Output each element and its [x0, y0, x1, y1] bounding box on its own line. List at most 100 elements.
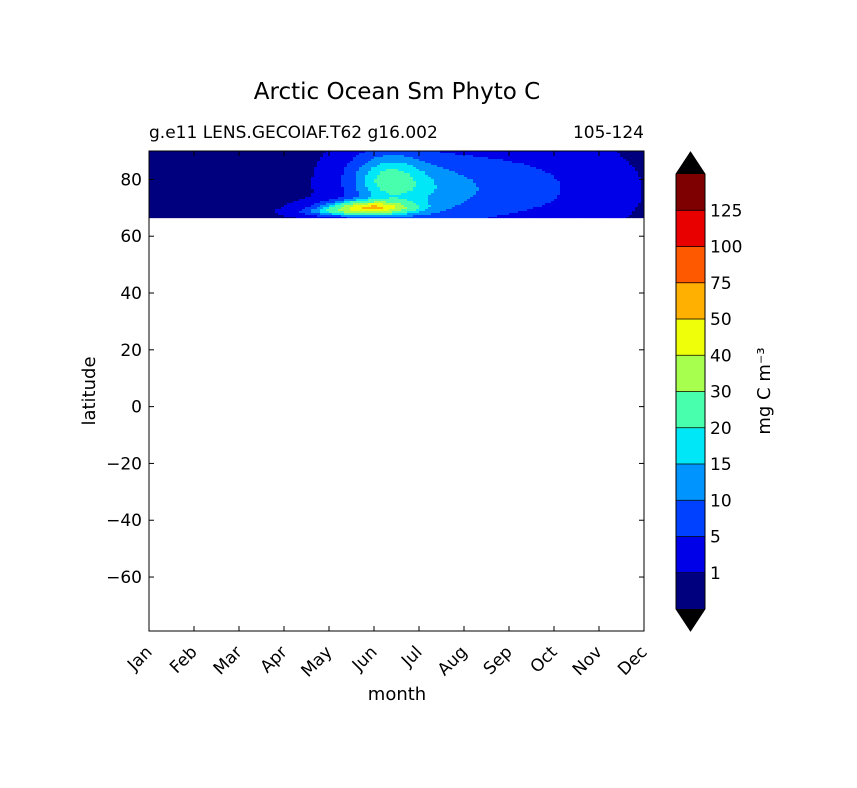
contour-cell-r28-c35	[254, 207, 258, 210]
contour-cell-r17-c117	[500, 185, 504, 188]
contour-cell-r3-c37	[260, 157, 264, 160]
contour-cell-r2-c41	[272, 155, 276, 158]
contour-cell-r29-c105	[464, 209, 468, 212]
contour-cell-r6-c91	[422, 163, 426, 166]
contour-cell-r21-c144	[581, 193, 585, 196]
contour-cell-r15-c60	[329, 181, 333, 184]
contour-cell-r29-c74	[371, 209, 375, 212]
contour-cell-r14-c149	[596, 179, 600, 182]
contour-cell-r2-c160	[629, 155, 633, 158]
contour-cell-r3-c144	[581, 157, 585, 160]
contour-cell-r29-c23	[218, 209, 222, 212]
contour-cell-r4-c125	[524, 159, 528, 162]
contour-cell-r4-c26	[227, 159, 231, 162]
contour-cell-r25-c94	[431, 201, 435, 204]
contour-cell-r21-c101	[452, 193, 456, 196]
contour-cell-r0-c124	[521, 151, 525, 154]
contour-cell-r15-c124	[521, 181, 525, 184]
contour-cell-r29-c114	[491, 209, 495, 212]
contour-cell-r5-c153	[608, 161, 612, 164]
contour-cell-r29-c48	[293, 209, 297, 212]
contour-cell-r21-c118	[503, 193, 507, 196]
contour-cell-r24-c41	[272, 199, 276, 202]
contour-cell-r5-c126	[527, 161, 531, 164]
contour-cell-r0-c113	[488, 151, 492, 154]
contour-cell-r11-c79	[386, 173, 390, 176]
contour-cell-r16-c153	[608, 183, 612, 186]
contour-cell-r18-c78	[383, 187, 387, 190]
contour-cell-r3-c121	[512, 157, 516, 160]
contour-cell-r23-c14	[191, 197, 195, 200]
contour-cell-r21-c122	[515, 193, 519, 196]
contour-cell-r2-c63	[338, 155, 342, 158]
contour-cell-r20-c139	[566, 191, 570, 194]
contour-cell-r27-c99	[446, 205, 450, 208]
contour-cell-r1-c1	[152, 153, 156, 156]
contour-cell-r13-c17	[200, 177, 204, 180]
contour-cell-r20-c74	[371, 191, 375, 194]
contour-cell-r5-c106	[467, 161, 471, 164]
contour-cell-r1-c164	[641, 153, 645, 156]
contour-cell-r2-c62	[335, 155, 339, 158]
contour-cell-r12-c95	[434, 175, 438, 178]
contour-cell-r15-c73	[368, 181, 372, 184]
contour-cell-r1-c48	[293, 153, 297, 156]
contour-cell-r22-c41	[272, 195, 276, 198]
contour-cell-r26-c107	[470, 203, 474, 206]
contour-cell-r1-c162	[635, 153, 639, 156]
contour-cell-r5-c118	[503, 161, 507, 164]
contour-cell-r28-c34	[251, 207, 255, 210]
contour-cell-r5-c110	[479, 161, 483, 164]
contour-cell-r0-c40	[269, 151, 273, 154]
contour-cell-r14-c117	[500, 179, 504, 182]
contour-cell-r10-c78	[383, 171, 387, 174]
contour-cell-r0-c2	[155, 151, 159, 154]
contour-cell-r28-c108	[473, 207, 477, 210]
contour-cell-r1-c87	[410, 153, 414, 156]
contour-cell-r19-c34	[251, 189, 255, 192]
contour-cell-r26-c58	[323, 203, 327, 206]
contour-cell-r18-c96	[437, 187, 441, 190]
contour-cell-r3-c80	[389, 157, 393, 160]
contour-cell-r2-c10	[179, 155, 183, 158]
contour-cell-r15-c20	[209, 181, 213, 184]
contour-cell-r8-c89	[416, 167, 420, 170]
contour-cell-r4-c14	[191, 159, 195, 162]
contour-cell-r15-c138	[563, 181, 567, 184]
contour-cell-r3-c4	[161, 157, 165, 160]
contour-cell-r24-c164	[641, 199, 645, 202]
contour-cell-r7-c100	[449, 165, 453, 168]
contour-cell-r3-c9	[176, 157, 180, 160]
contour-cell-r8-c152	[605, 167, 609, 170]
contour-cell-r4-c30	[239, 159, 243, 162]
contour-cell-r5-c49	[296, 161, 300, 164]
contour-cell-r26-c75	[374, 203, 378, 206]
contour-cell-r28-c46	[287, 207, 291, 210]
contour-cell-r28-c90	[419, 207, 423, 210]
contour-cell-r7-c141	[572, 165, 576, 168]
contour-cell-r10-c10	[179, 171, 183, 174]
contour-cell-r29-c97	[440, 209, 444, 212]
contour-cell-r28-c16	[197, 207, 201, 210]
contour-cell-r25-c1	[152, 201, 156, 204]
contour-cell-r28-c71	[362, 207, 366, 210]
contour-cell-r16-c26	[227, 183, 231, 186]
contour-cell-r9-c45	[284, 169, 288, 172]
contour-cell-r27-c36	[257, 205, 261, 208]
contour-cell-r2-c42	[275, 155, 279, 158]
contour-cell-r1-c56	[317, 153, 321, 156]
contour-cell-r1-c153	[608, 153, 612, 156]
contour-cell-r25-c124	[521, 201, 525, 204]
contour-cell-r1-c79	[386, 153, 390, 156]
contour-cell-r23-c68	[353, 197, 357, 200]
contour-cell-r28-c109	[476, 207, 480, 210]
contour-cell-r0-c133	[548, 151, 552, 154]
contour-cell-r8-c163	[638, 167, 642, 170]
contour-cell-r25-c158	[623, 201, 627, 204]
contour-cell-r23-c43	[278, 197, 282, 200]
contour-cell-r24-c103	[458, 199, 462, 202]
contour-cell-r17-c2	[155, 185, 159, 188]
contour-cell-r18-c97	[440, 187, 444, 190]
contour-cell-r10-c98	[443, 171, 447, 174]
contour-cell-r3-c69	[356, 157, 360, 160]
